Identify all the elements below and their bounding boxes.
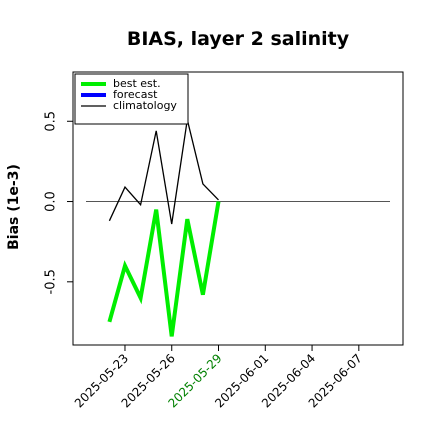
legend-label: best est. bbox=[113, 77, 161, 90]
x-axis: 2025-05-232025-05-262025-05-292025-06-01… bbox=[72, 345, 365, 410]
y-tick-label: 0.5 bbox=[44, 111, 59, 132]
chart-title: BIAS, layer 2 salinity bbox=[127, 28, 350, 50]
series-line-climatology bbox=[108, 119, 219, 225]
series-group bbox=[107, 119, 221, 337]
y-tick-label: 0.0 bbox=[44, 191, 59, 212]
series-line-best-est bbox=[107, 201, 221, 337]
legend-label: forecast bbox=[113, 88, 158, 101]
plot-frame bbox=[72, 71, 404, 346]
legend-label: climatology bbox=[113, 99, 177, 112]
y-tick-label: -0.5 bbox=[44, 269, 59, 294]
y-axis-label: Bias (1e-3) bbox=[6, 164, 22, 250]
y-axis: -0.5 0.0 0.5 bbox=[44, 111, 73, 294]
